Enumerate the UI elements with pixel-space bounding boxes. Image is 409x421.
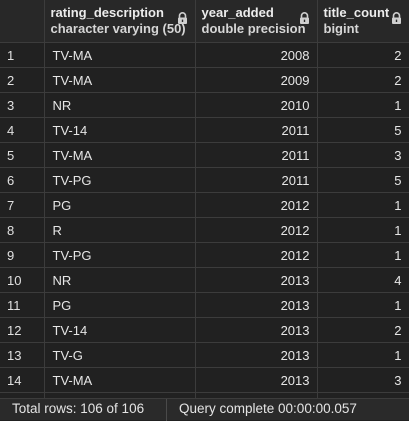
table-row[interactable]: 11 PG 2013 1 [0,292,409,318]
cell-rating-description[interactable]: TV-MA [44,67,196,93]
row-number[interactable]: 2 [0,67,45,93]
table-row[interactable]: 10 NR 2013 4 [0,267,409,293]
table-row[interactable] [0,392,409,398]
cell-rating-description[interactable]: TV-PG [44,242,196,268]
column-name: year_added [201,5,274,20]
cell-year-added[interactable]: 2010 [195,92,318,118]
table-row[interactable]: 14 TV-MA 2013 3 [0,367,409,393]
cell-rating-description[interactable]: TV-MA [44,367,196,393]
table-row[interactable]: 6 TV-PG 2011 5 [0,167,409,193]
row-number[interactable]: 13 [0,342,45,368]
row-number[interactable]: 3 [0,92,45,118]
row-number[interactable]: 7 [0,192,45,218]
cell-year-added[interactable]: 2011 [195,167,318,193]
row-number[interactable]: 1 [0,42,45,68]
cell-title-count[interactable]: 4 [317,267,409,293]
cell-year-added[interactable]: 2008 [195,42,318,68]
table-row[interactable]: 9 TV-PG 2012 1 [0,242,409,268]
lock-icon [391,12,401,24]
row-number[interactable]: 4 [0,117,45,143]
status-divider [166,399,167,421]
cell-rating-description[interactable]: TV-PG [44,167,196,193]
row-number[interactable]: 10 [0,267,45,293]
status-bar: Total rows: 106 of 106 Query complete 00… [0,398,409,421]
cell-rating-description[interactable]: NR [44,92,196,118]
table-row[interactable]: 5 TV-MA 2011 3 [0,142,409,168]
table-row[interactable]: 4 TV-14 2011 5 [0,117,409,143]
cell-rating-description[interactable]: PG [44,192,196,218]
cell-title-count[interactable]: 2 [317,67,409,93]
row-number[interactable]: 9 [0,242,45,268]
row-number[interactable]: 6 [0,167,45,193]
row-number[interactable]: 8 [0,217,45,243]
cell-rating-description[interactable]: TV-14 [44,317,196,343]
cell-year-added[interactable]: 2013 [195,317,318,343]
lock-icon [299,12,309,24]
cell-year-added[interactable]: 2012 [195,192,318,218]
column-header-rating-description[interactable]: rating_description character varying (50… [44,0,196,43]
cell-title-count[interactable]: 1 [317,192,409,218]
table-row[interactable]: 1 TV-MA 2008 2 [0,42,409,68]
column-type: double precision [201,21,306,36]
row-number[interactable]: 12 [0,317,45,343]
row-number[interactable]: 11 [0,292,45,318]
table-row[interactable]: 3 NR 2010 1 [0,92,409,118]
table-row[interactable]: 8 R 2012 1 [0,217,409,243]
column-type: bigint [323,21,359,36]
column-name: title_count [323,5,390,20]
cell-year-added[interactable]: 2012 [195,217,318,243]
cell-year-added[interactable]: 2013 [195,342,318,368]
cell-year-added[interactable]: 2011 [195,142,318,168]
cell-year-added[interactable]: 2009 [195,67,318,93]
cell-year-added[interactable]: 2011 [195,117,318,143]
cell-year-added[interactable] [195,392,318,398]
table-row[interactable]: 7 PG 2012 1 [0,192,409,218]
cell-rating-description[interactable]: TV-MA [44,42,196,68]
cell-year-added[interactable]: 2013 [195,367,318,393]
results-table: rating_description character varying (50… [0,0,409,398]
column-name: rating_description [50,5,164,20]
row-number-header[interactable] [0,0,45,43]
cell-rating-description[interactable]: NR [44,267,196,293]
results-grid[interactable]: rating_description character varying (50… [0,0,409,398]
cell-rating-description[interactable] [44,392,196,398]
cell-rating-description[interactable]: TV-14 [44,117,196,143]
cell-title-count[interactable]: 1 [317,242,409,268]
cell-title-count[interactable]: 2 [317,42,409,68]
table-row[interactable]: 13 TV-G 2013 1 [0,342,409,368]
table-row[interactable]: 12 TV-14 2013 2 [0,317,409,343]
column-type: character varying (50) [50,21,186,36]
cell-year-added[interactable]: 2013 [195,292,318,318]
cell-rating-description[interactable]: PG [44,292,196,318]
header-row: rating_description character varying (50… [0,0,409,43]
cell-title-count[interactable]: 3 [317,142,409,168]
cell-title-count[interactable]: 1 [317,342,409,368]
cell-title-count[interactable]: 1 [317,292,409,318]
cell-title-count[interactable]: 5 [317,117,409,143]
cell-title-count[interactable]: 1 [317,92,409,118]
cell-rating-description[interactable]: TV-MA [44,142,196,168]
cell-title-count[interactable]: 2 [317,317,409,343]
column-header-year-added[interactable]: year_added double precision [195,0,318,43]
cell-year-added[interactable]: 2013 [195,267,318,293]
cell-title-count[interactable]: 5 [317,167,409,193]
cell-rating-description[interactable]: TV-G [44,342,196,368]
cell-title-count[interactable]: 3 [317,367,409,393]
cell-rating-description[interactable]: R [44,217,196,243]
total-rows-status: Total rows: 106 of 106 [12,401,145,416]
cell-title-count[interactable]: 1 [317,217,409,243]
row-number[interactable]: 14 [0,367,45,393]
row-number[interactable] [0,392,45,398]
table-row[interactable]: 2 TV-MA 2009 2 [0,67,409,93]
query-status: Query complete 00:00:00.057 [179,401,357,416]
column-header-title-count[interactable]: title_count bigint [317,0,409,43]
cell-year-added[interactable]: 2012 [195,242,318,268]
lock-icon [177,12,187,24]
row-number[interactable]: 5 [0,142,45,168]
